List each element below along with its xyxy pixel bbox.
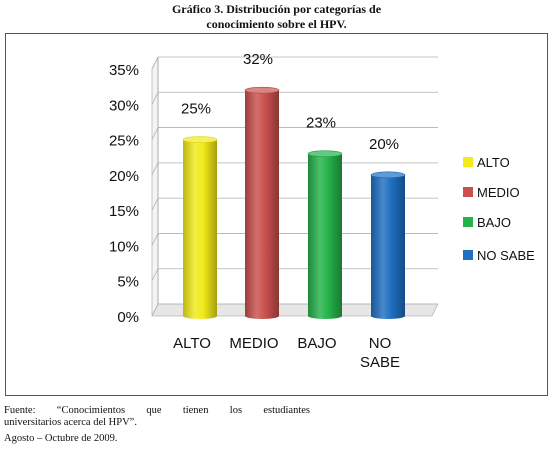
bar: [183, 139, 217, 319]
gridline-side: [151, 162, 159, 176]
bar-top: [307, 150, 343, 157]
legend-swatch: [463, 157, 473, 167]
bar-top: [244, 86, 280, 94]
y-tick-label: 5%: [117, 274, 139, 291]
bar-top: [370, 171, 406, 179]
legend-swatch: [463, 187, 473, 197]
side-wall: [151, 56, 159, 317]
data-label: 23%: [306, 115, 336, 132]
chart-title-line-2: conocimiento sobre el HPV.: [206, 17, 347, 31]
bar: [371, 174, 405, 319]
gridline-side: [151, 56, 159, 70]
gridline-side: [151, 127, 159, 140]
source-line-2: universitarios acerca del HPV”.: [4, 417, 137, 428]
x-tick-label: SABE: [360, 354, 400, 371]
legend-label: NO SABE: [477, 248, 535, 263]
y-tick-label: 15%: [109, 203, 139, 220]
legend-swatch: [463, 250, 473, 260]
data-label: 25%: [181, 101, 211, 118]
bar-top: [182, 136, 218, 143]
y-tick-label: 25%: [109, 133, 139, 150]
legend-label: ALTO: [477, 155, 510, 170]
chart-title-line-1: Gráfico 3. Distribución por categorías d…: [171, 2, 382, 16]
bar: [308, 153, 342, 319]
y-tick-label: 35%: [109, 62, 139, 79]
legend-label: BAJO: [477, 215, 511, 230]
y-tick-label: 20%: [109, 168, 139, 185]
data-label: 20%: [369, 136, 399, 153]
gridline-side: [151, 303, 159, 317]
bar: [245, 90, 279, 319]
gridline-side: [151, 197, 159, 211]
legend-swatch: [463, 217, 473, 227]
x-tick-label: NO: [369, 335, 392, 352]
legend-label: MEDIO: [477, 185, 520, 200]
gridline-side: [151, 233, 159, 246]
y-tick-label: 10%: [109, 238, 139, 255]
gridline-side: [151, 268, 159, 281]
source-line-3: Agosto – Octubre de 2009.: [4, 433, 118, 444]
gridline-side: [151, 92, 159, 105]
y-tick-label: 30%: [109, 97, 139, 114]
data-label: 32%: [243, 51, 273, 68]
x-tick-label: BAJO: [297, 335, 336, 352]
y-tick-label: 0%: [117, 309, 139, 326]
x-tick-label: ALTO: [173, 335, 211, 352]
source-line-1: Fuente: “Conocimientos que tienen los es…: [4, 405, 310, 416]
x-tick-label: MEDIO: [229, 335, 278, 352]
